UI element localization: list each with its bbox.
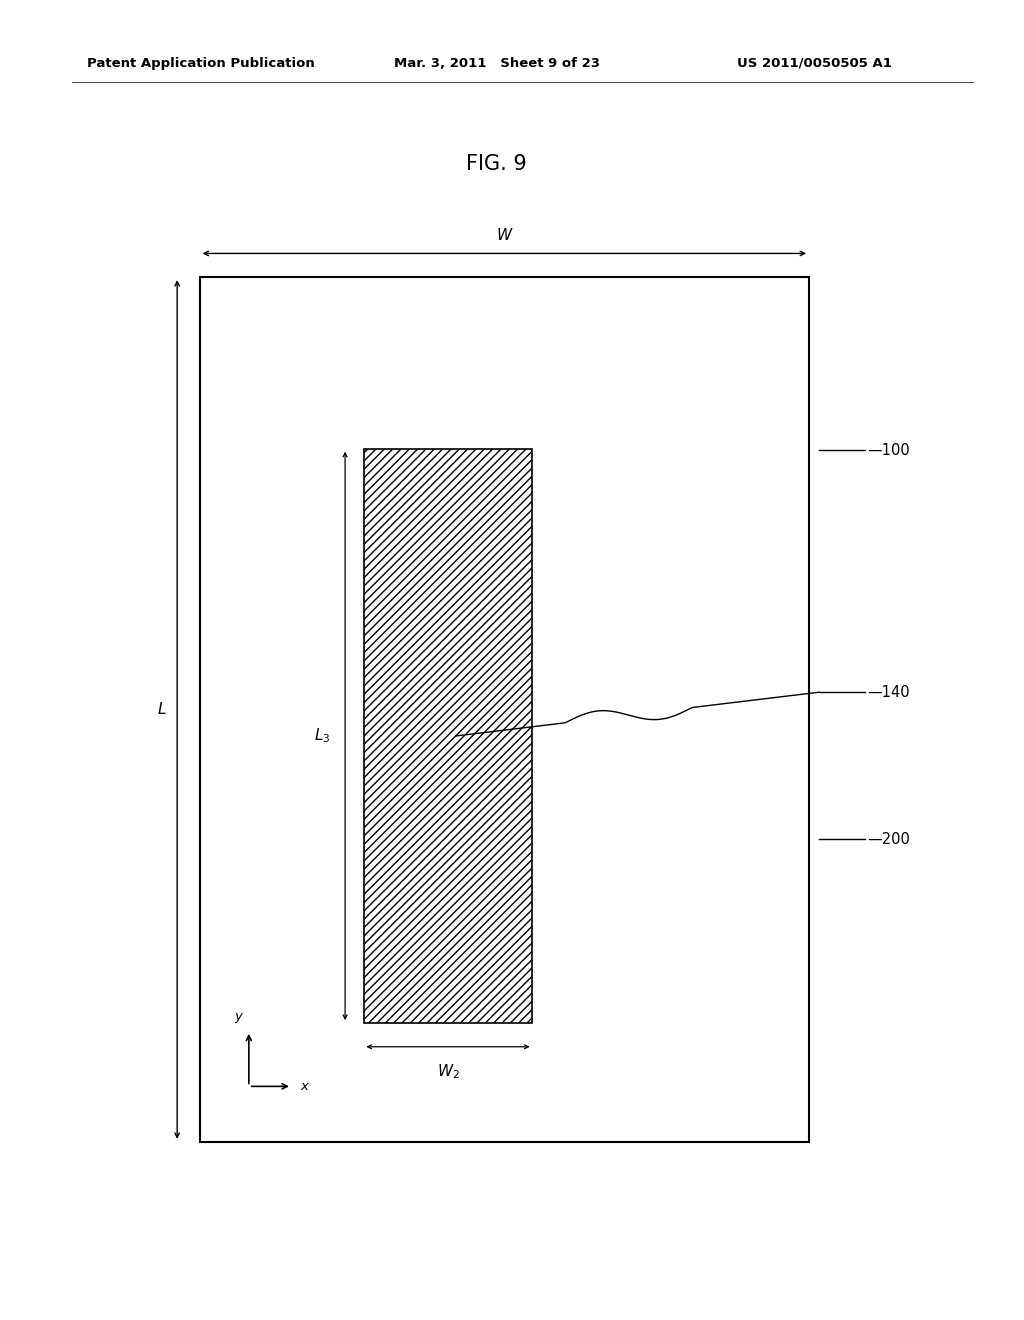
Text: —100: —100 bbox=[867, 442, 910, 458]
Bar bbox=[200, 277, 809, 1142]
Text: Patent Application Publication: Patent Application Publication bbox=[87, 57, 314, 70]
Text: L: L bbox=[158, 702, 166, 717]
Text: —140: —140 bbox=[867, 685, 910, 700]
Text: $W_2$: $W_2$ bbox=[436, 1063, 460, 1081]
Text: $L_3$: $L_3$ bbox=[314, 726, 331, 746]
Text: Mar. 3, 2011   Sheet 9 of 23: Mar. 3, 2011 Sheet 9 of 23 bbox=[394, 57, 600, 70]
Text: FIG. 9: FIG. 9 bbox=[466, 153, 527, 174]
Text: —200: —200 bbox=[867, 832, 910, 846]
Text: W: W bbox=[497, 228, 512, 243]
Text: x: x bbox=[300, 1080, 308, 1093]
Text: y: y bbox=[234, 1010, 243, 1023]
Text: US 2011/0050505 A1: US 2011/0050505 A1 bbox=[737, 57, 892, 70]
Bar bbox=[364, 449, 532, 1023]
